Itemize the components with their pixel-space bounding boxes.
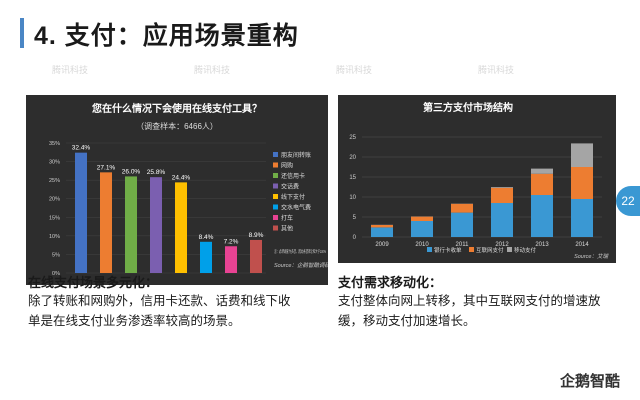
legend-label: 网购 xyxy=(281,162,293,170)
bar xyxy=(150,177,162,273)
legend-swatch xyxy=(507,247,512,252)
legend-swatch xyxy=(273,204,278,210)
data-label: 8.4% xyxy=(199,234,214,241)
legend-swatch xyxy=(427,247,432,252)
bar xyxy=(225,246,237,273)
bar-segment xyxy=(531,173,553,195)
y-tick-label: 0 xyxy=(353,235,357,241)
x-tick-label: 2013 xyxy=(535,242,549,248)
bar-segment xyxy=(571,199,593,237)
x-tick-label: 2012 xyxy=(495,242,509,248)
legend-label: 其他 xyxy=(281,225,293,233)
legend-label: 朋友间转账 xyxy=(281,151,311,159)
bar-segment xyxy=(571,143,593,167)
bar xyxy=(200,241,212,273)
legend-label: 线下支付 xyxy=(281,193,305,201)
bar-segment xyxy=(491,187,513,203)
x-tick-label: 2011 xyxy=(456,242,470,248)
data-label: 32.4% xyxy=(72,145,91,152)
x-tick-label: 2014 xyxy=(575,242,589,248)
y-tick-label: 15 xyxy=(349,175,356,181)
legend-label: 银行卡收单 xyxy=(434,246,462,254)
y-tick-label: 35% xyxy=(49,141,60,147)
legend-swatch xyxy=(273,194,278,199)
watermark: 腾讯科技 xyxy=(336,65,373,75)
legend-swatch xyxy=(273,183,278,189)
legend-label: 交水电气费 xyxy=(281,204,311,212)
chart-note: 注：此项调查为多选，因此各选项之和大于100% xyxy=(274,248,326,255)
bar-segment xyxy=(531,168,553,174)
bar xyxy=(100,172,112,273)
y-tick-label: 20 xyxy=(349,155,356,161)
y-tick-label: 15% xyxy=(49,215,60,221)
legend-label: 打车 xyxy=(281,214,293,222)
chart-subtitle: （调查样本：6466人） xyxy=(136,121,218,131)
bar-segment xyxy=(491,203,513,237)
data-label: 7.2% xyxy=(224,238,239,245)
market-structure-chart: 第三方支付市场结构 0 5 10 15 20 25 2009 2010 2011 2012 2013 2… xyxy=(349,101,609,260)
bar-segment xyxy=(411,216,433,221)
y-tick-label: 30% xyxy=(49,160,60,166)
market-chart-panel: 第三方支付市场结构 0 5 10 15 20 25 2009 2010 2011 2012 2013 2… xyxy=(338,95,616,263)
right-caption-title: 支付需求移动化： xyxy=(338,275,443,290)
bar-segment xyxy=(371,225,393,228)
bar-segment xyxy=(491,187,513,188)
bar xyxy=(125,176,137,273)
right-caption-body: 支付整体向网上转移，其中互联网支付的增速放缓，移动支付加速增长。 xyxy=(338,294,601,328)
chart-source: Source：艾瑞 xyxy=(574,253,609,260)
y-tick-label: 25 xyxy=(349,135,356,141)
page-title: 4. 支付：应用场景重构 xyxy=(34,22,299,50)
page-number-badge: 22 xyxy=(616,186,640,216)
y-tick-label: 25% xyxy=(49,178,60,184)
bar-segment xyxy=(411,221,433,237)
watermark: 腾讯科技 xyxy=(478,65,515,75)
y-tick-label: 10 xyxy=(349,195,356,201)
legend-label: 移动支付 xyxy=(514,246,537,254)
legend-swatch xyxy=(273,225,278,231)
legend-swatch xyxy=(273,173,278,178)
y-tick-label: 10% xyxy=(49,234,60,240)
legend-swatch xyxy=(273,162,278,168)
survey-chart: 您在什么情况下会使用在线支付工具？ （调查样本：6466人） 0% 5% 10% 15% 2… xyxy=(49,102,328,277)
bar xyxy=(250,239,262,273)
legend-swatch xyxy=(469,247,474,252)
data-label: 27.1% xyxy=(97,164,116,171)
data-label: 26.0% xyxy=(122,168,141,175)
chart-title: 您在什么情况下会使用在线支付工具？ xyxy=(92,102,262,115)
bar-segment xyxy=(371,227,393,237)
watermark: 腾讯科技 xyxy=(194,65,231,75)
legend-swatch xyxy=(273,152,278,157)
chart-title: 第三方支付市场结构 xyxy=(423,101,513,114)
x-tick-label: 2010 xyxy=(415,242,429,248)
y-tick-label: 5 xyxy=(353,215,357,221)
bar-segment xyxy=(531,195,553,237)
x-tick-label: 2009 xyxy=(375,242,389,248)
bar xyxy=(75,152,87,273)
survey-chart-panel: 您在什么情况下会使用在线支付工具？ （调查样本：6466人） 0% 5% 10% 15% 2… xyxy=(26,95,328,285)
legend-label: 交话费 xyxy=(281,183,299,191)
bar xyxy=(175,182,187,273)
y-tick-label: 5% xyxy=(52,252,60,258)
legend-swatch xyxy=(273,215,278,220)
data-label: 24.4% xyxy=(172,174,191,181)
legend-label: 还信用卡 xyxy=(281,172,305,180)
data-label: 25.8% xyxy=(147,169,166,176)
chart-source: Source：企鹅智酷调研 xyxy=(274,262,328,269)
title-accent-bar xyxy=(20,18,24,48)
data-label: 8.9% xyxy=(249,232,264,239)
bar-segment xyxy=(451,212,473,237)
left-caption-body: 除了转账和网购外，信用卡还款、话费和线下收单是在线支付业务渗透率较高的场景。 xyxy=(28,294,291,328)
y-tick-label: 0% xyxy=(52,271,60,277)
bar-segment xyxy=(571,167,593,199)
legend-label: 互联网支付 xyxy=(476,246,504,254)
y-tick-label: 20% xyxy=(49,197,60,203)
bar-segment xyxy=(451,203,473,213)
brand-logo: 企鹅智酷 xyxy=(560,373,621,390)
watermark: 腾讯科技 xyxy=(52,65,89,75)
left-caption-title: 在线支付场景多元化： xyxy=(28,275,159,290)
